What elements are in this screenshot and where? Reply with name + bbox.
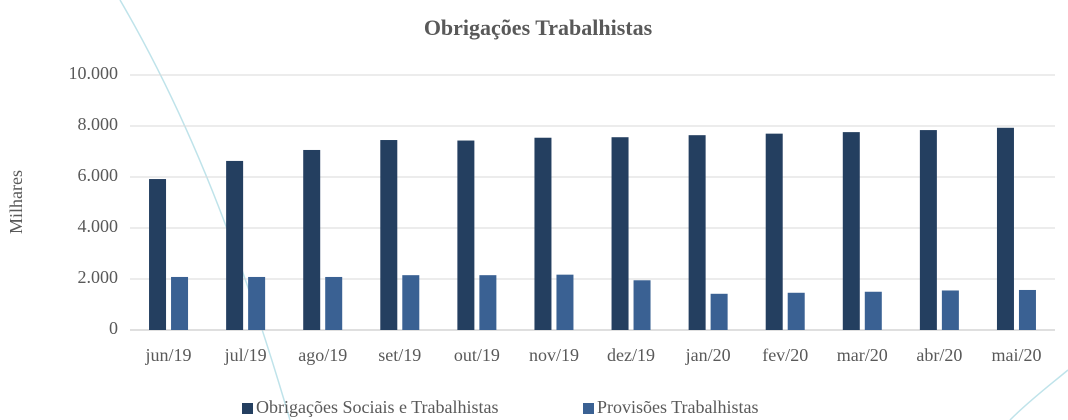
x-tick-label: abr/20 bbox=[916, 345, 962, 365]
bar bbox=[149, 179, 167, 330]
x-tick-label: nov/19 bbox=[529, 345, 579, 365]
bar bbox=[941, 290, 959, 330]
bar bbox=[996, 127, 1014, 330]
bar bbox=[248, 276, 266, 330]
x-tick-label: fev/20 bbox=[762, 345, 808, 365]
bar bbox=[710, 293, 728, 330]
x-tick-label: set/19 bbox=[378, 345, 421, 365]
y-tick-label: 8.000 bbox=[78, 114, 119, 134]
x-tick-label: ago/19 bbox=[298, 345, 347, 365]
x-tick-label: mar/20 bbox=[837, 345, 888, 365]
x-tick-label: jul/19 bbox=[224, 345, 267, 365]
decoration bbox=[1009, 369, 1068, 420]
x-tick-label: out/19 bbox=[454, 345, 500, 365]
bar bbox=[303, 149, 321, 330]
legend-swatch bbox=[242, 403, 253, 414]
bar bbox=[919, 130, 937, 330]
y-tick-label: 10.000 bbox=[69, 63, 119, 83]
y-tick-label: 6.000 bbox=[78, 165, 119, 185]
bar bbox=[171, 276, 189, 330]
bar bbox=[325, 276, 343, 330]
x-tick-label: mai/20 bbox=[991, 345, 1041, 365]
legend-label: Provisões Trabalhistas bbox=[597, 397, 759, 417]
legend-swatch bbox=[583, 403, 594, 414]
bar bbox=[457, 140, 475, 330]
bar bbox=[864, 291, 882, 330]
x-tick-label: jun/19 bbox=[145, 345, 192, 365]
y-tick-label: 0 bbox=[109, 318, 118, 338]
bar bbox=[688, 135, 706, 330]
decoration bbox=[119, 0, 291, 420]
y-tick-label: 2.000 bbox=[78, 267, 119, 287]
bar bbox=[1018, 289, 1036, 330]
x-tick-label: jan/20 bbox=[685, 345, 731, 365]
legend-label: Obrigações Sociais e Trabalhistas bbox=[256, 397, 498, 417]
bar bbox=[380, 140, 398, 330]
bar bbox=[534, 137, 552, 330]
bar bbox=[611, 137, 629, 330]
y-axis-label: Milhares bbox=[6, 170, 26, 234]
bar bbox=[226, 160, 244, 330]
x-tick-label: dez/19 bbox=[607, 345, 655, 365]
bar bbox=[842, 132, 860, 330]
chart-title: Obrigações Trabalhistas bbox=[424, 15, 653, 40]
bar bbox=[556, 274, 574, 330]
bar bbox=[765, 133, 783, 330]
bar bbox=[402, 275, 420, 330]
bar bbox=[633, 280, 651, 330]
y-tick-label: 4.000 bbox=[78, 216, 119, 236]
bar bbox=[787, 292, 805, 330]
bar bbox=[479, 275, 497, 330]
